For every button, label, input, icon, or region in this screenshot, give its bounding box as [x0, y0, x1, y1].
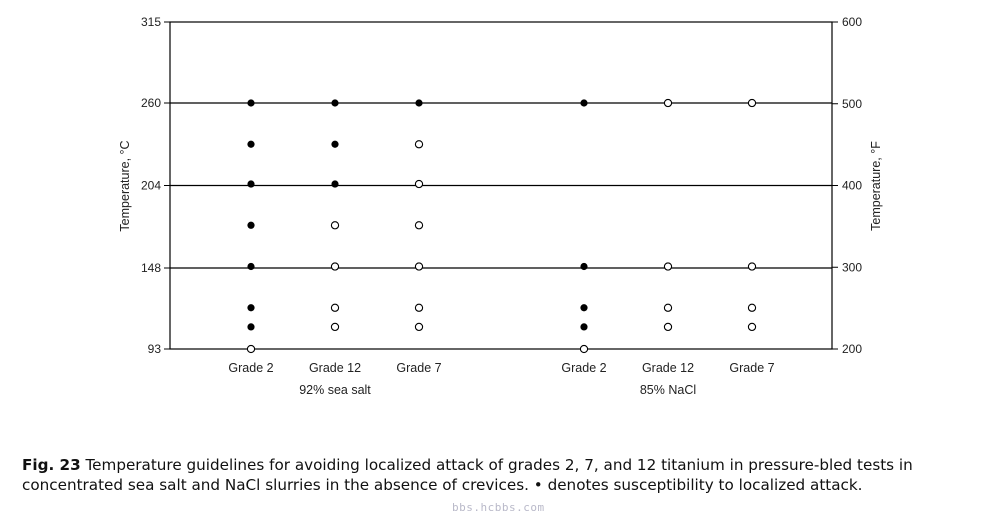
- susceptible-point: [247, 323, 255, 331]
- susceptible-point: [247, 140, 255, 148]
- resistant-point: [246, 344, 256, 354]
- grade-label: Grade 7: [396, 361, 441, 375]
- resistant-point: [747, 303, 757, 312]
- resistant-point: [414, 262, 424, 271]
- susceptible-point: [331, 99, 339, 107]
- grade-label: Grade 2: [561, 361, 606, 375]
- temperature-scatter-chart: 93 148 204 260 315 200 300 400 500 600 Temperatu…: [118, 15, 883, 397]
- right-tick-label: 400: [842, 179, 862, 193]
- resistant-point: [330, 322, 340, 332]
- resistant-point: [414, 303, 424, 312]
- grade-label: Grade 12: [642, 361, 694, 375]
- grade-label: Grade 7: [729, 361, 774, 375]
- susceptible-point: [247, 304, 255, 312]
- susceptible-point: [580, 304, 588, 312]
- group-label: 85% NaCl: [640, 383, 696, 397]
- resistant-point: [747, 262, 757, 271]
- right-tick-label: 500: [842, 97, 862, 111]
- resistant-point: [747, 98, 757, 108]
- resistant-point: [579, 344, 589, 354]
- data-points: [246, 98, 757, 354]
- resistant-point: [414, 322, 424, 332]
- figure-caption: Fig. 23 Temperature guidelines for avoid…: [22, 455, 978, 495]
- resistant-point: [663, 98, 673, 108]
- right-axis-ticks: 200 300 400 500 600: [832, 15, 862, 356]
- susceptible-point: [331, 180, 339, 188]
- right-tick-label: 200: [842, 342, 862, 356]
- resistant-point: [414, 140, 424, 149]
- left-axis-ticks: 93 148 204 260 315: [141, 15, 170, 356]
- susceptible-point: [247, 99, 255, 107]
- susceptible-point: [247, 180, 255, 188]
- resistant-point: [747, 322, 757, 332]
- susceptible-point: [415, 99, 423, 107]
- right-tick-label: 300: [842, 260, 862, 274]
- figure-label: Fig. 23: [22, 456, 81, 474]
- grade-label: Grade 2: [228, 361, 273, 375]
- susceptible-point: [580, 262, 588, 271]
- watermark: bbs.hcbbs.com: [452, 501, 545, 514]
- resistant-point: [663, 303, 673, 312]
- resistant-point: [330, 221, 340, 230]
- left-tick-label: 204: [141, 179, 161, 193]
- left-tick-label: 315: [141, 15, 161, 29]
- susceptible-point: [247, 221, 255, 229]
- resistant-point: [414, 179, 424, 189]
- group-label: 92% sea salt: [299, 383, 371, 397]
- right-axis-title: Temperature, °F: [869, 141, 883, 231]
- left-tick-label: 260: [141, 96, 161, 110]
- figure-caption-text: Temperature guidelines for avoiding loca…: [22, 456, 913, 494]
- resistant-point: [330, 303, 340, 312]
- right-tick-label: 600: [842, 15, 862, 29]
- resistant-point: [663, 262, 673, 271]
- susceptible-point: [580, 323, 588, 331]
- resistant-point: [663, 322, 673, 332]
- susceptible-point: [247, 262, 255, 271]
- x-axis-labels: Grade 2 Grade 12 Grade 7 92% sea salt Grade …: [228, 361, 774, 397]
- susceptible-point: [331, 140, 339, 148]
- gridlines: [170, 102, 832, 269]
- susceptible-point: [580, 99, 588, 107]
- left-tick-label: 148: [141, 261, 161, 275]
- grade-label: Grade 12: [309, 361, 361, 375]
- resistant-point: [330, 262, 340, 271]
- resistant-point: [414, 221, 424, 230]
- left-axis-title: Temperature, °C: [118, 140, 132, 231]
- left-tick-label: 93: [148, 342, 162, 356]
